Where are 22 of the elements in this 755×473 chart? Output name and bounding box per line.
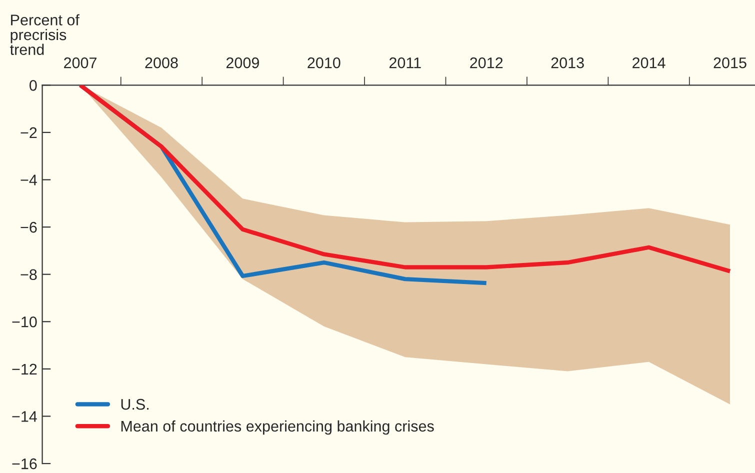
x-tick-label: 2014 xyxy=(632,57,666,68)
y-tick-label: −4 xyxy=(20,174,37,186)
x-tick-label: 2012 xyxy=(470,57,503,68)
y-axis-title: Percent of precrisis trend xyxy=(10,14,80,56)
x-tick-label: 2010 xyxy=(308,57,340,68)
legend-label: Mean of countries experiencing banking crises xyxy=(121,420,434,435)
y-tick-label: −8 xyxy=(20,269,37,280)
y-tick-label: −12 xyxy=(12,364,37,374)
x-tick-label: 2011 xyxy=(389,57,421,68)
x-tick-label: 2015 xyxy=(714,57,746,68)
y-tick-label: −16 xyxy=(12,458,37,470)
y-tick-label: −14 xyxy=(12,411,37,422)
x-tick-label: 2013 xyxy=(551,57,584,68)
x-tick-label: 2008 xyxy=(145,57,178,68)
line-series xyxy=(78,85,732,274)
legend-label: U.S. xyxy=(121,398,149,410)
y-tick-label: −2 xyxy=(20,127,37,138)
y-tick-label: −6 xyxy=(20,222,37,233)
x-tick-label: 2009 xyxy=(226,57,259,68)
y-tick-label: 0 xyxy=(30,80,37,91)
y-tick-label: −10 xyxy=(12,316,37,328)
x-tick-label: 2007 xyxy=(64,57,96,68)
